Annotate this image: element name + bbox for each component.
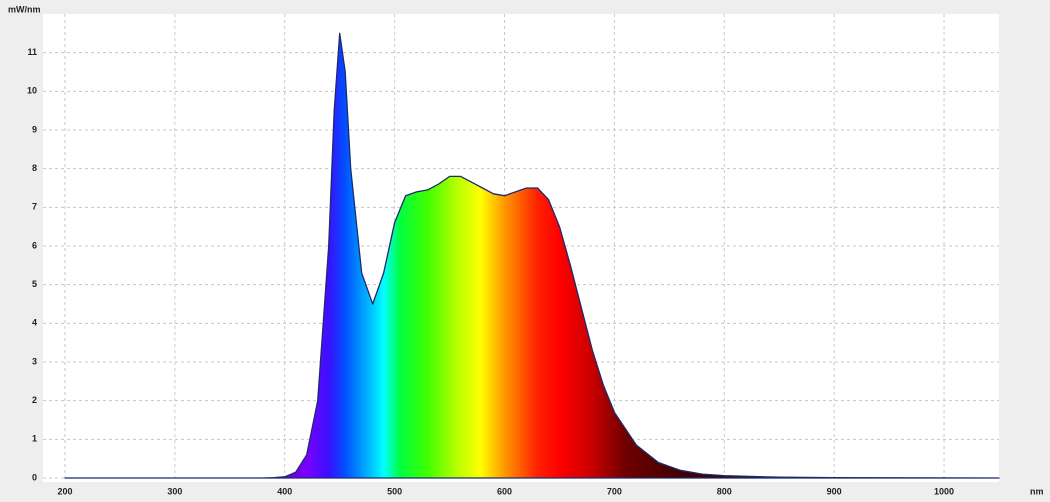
y-tick-label: 7 <box>32 202 37 212</box>
y-tick-label: 4 <box>32 318 37 328</box>
x-tick-label: 800 <box>717 486 732 496</box>
x-tick-label: 900 <box>827 486 842 496</box>
y-tick-label: 8 <box>32 163 37 173</box>
y-tick-label: 2 <box>32 395 37 405</box>
y-tick-label: 3 <box>32 356 37 366</box>
y-tick-label: 11 <box>27 47 37 57</box>
y-tick-label: 6 <box>32 240 37 250</box>
x-tick-label: 600 <box>497 486 512 496</box>
x-tick-label: 200 <box>57 486 72 496</box>
x-tick-label: 500 <box>387 486 402 496</box>
y-tick-label: 5 <box>32 279 37 289</box>
x-tick-label: 300 <box>167 486 182 496</box>
y-tick-label: 1 <box>32 434 37 444</box>
y-axis-label: mW/nm <box>8 4 41 14</box>
spectrum-area <box>64 32 1000 479</box>
x-tick-label: 400 <box>277 486 292 496</box>
y-tick-label: 0 <box>32 472 37 482</box>
y-tick-label: 9 <box>32 124 37 134</box>
x-tick-label: 700 <box>607 486 622 496</box>
x-axis-label: nm <box>1030 486 1044 496</box>
y-tick-label: 10 <box>27 86 37 96</box>
x-tick-label: 1000 <box>934 486 954 496</box>
